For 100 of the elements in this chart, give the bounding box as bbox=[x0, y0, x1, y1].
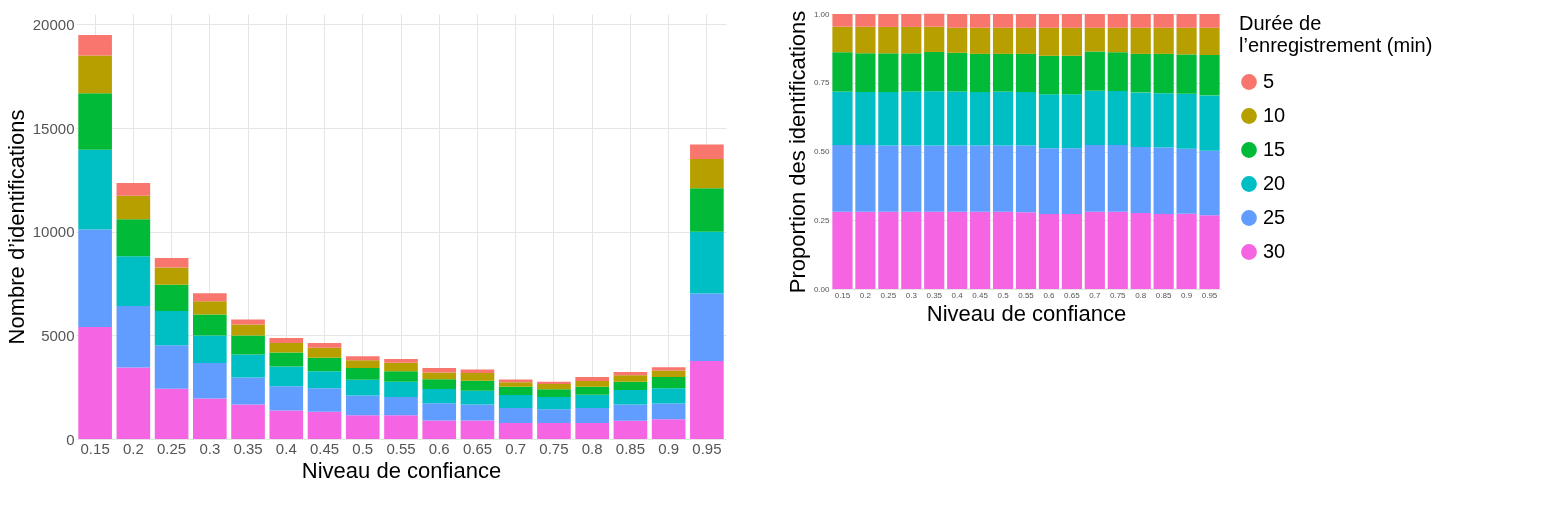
bar bbox=[1153, 147, 1174, 214]
bar bbox=[855, 92, 876, 145]
bar bbox=[231, 404, 265, 439]
bar bbox=[970, 211, 991, 289]
bar bbox=[1199, 27, 1220, 55]
x-tick-label: 0.6 bbox=[1043, 290, 1056, 300]
bar bbox=[1153, 93, 1174, 148]
bar bbox=[116, 367, 151, 439]
bar bbox=[613, 404, 648, 421]
bar bbox=[947, 145, 968, 212]
bar bbox=[924, 26, 945, 52]
bar bbox=[537, 409, 571, 424]
legend-title: Durée de l’enregistrement (min) bbox=[1239, 12, 1433, 56]
bar bbox=[1015, 145, 1037, 213]
bar bbox=[193, 362, 227, 399]
bar bbox=[613, 375, 648, 382]
bar bbox=[460, 390, 495, 405]
bar bbox=[1084, 51, 1105, 91]
bar bbox=[1176, 93, 1197, 149]
bar bbox=[498, 382, 533, 387]
bar bbox=[575, 394, 609, 408]
x-tick-label: 0.3 bbox=[905, 290, 918, 300]
x-tick-label: 0.3 bbox=[199, 439, 221, 457]
bar bbox=[1015, 27, 1037, 54]
bar bbox=[690, 159, 724, 189]
bar bbox=[498, 386, 533, 395]
bar bbox=[345, 360, 380, 369]
x-tick-label: 0.75 bbox=[1109, 290, 1127, 300]
bar bbox=[1199, 150, 1220, 216]
bar bbox=[1107, 144, 1128, 212]
bar bbox=[154, 345, 189, 389]
bar bbox=[1130, 14, 1151, 28]
bar bbox=[1107, 211, 1128, 289]
bar bbox=[1015, 14, 1037, 28]
x-tick-label: 0.4 bbox=[275, 439, 297, 457]
bar bbox=[1130, 92, 1151, 148]
bar bbox=[901, 91, 922, 146]
bar bbox=[1130, 147, 1151, 214]
bar bbox=[947, 52, 968, 92]
bar bbox=[116, 256, 151, 306]
bar bbox=[231, 335, 265, 355]
bar bbox=[878, 53, 899, 93]
bar bbox=[878, 92, 899, 146]
bar bbox=[878, 145, 899, 212]
x-tick-label: 0.5 bbox=[352, 439, 374, 457]
bar bbox=[537, 396, 571, 410]
bar bbox=[1084, 144, 1105, 212]
bar bbox=[1015, 212, 1037, 289]
bar bbox=[78, 229, 112, 328]
bar bbox=[878, 26, 899, 54]
x-tick-label: 0.55 bbox=[1018, 290, 1035, 300]
bar bbox=[422, 403, 457, 421]
x-tick-label: 0.65 bbox=[462, 439, 493, 457]
bar bbox=[1107, 14, 1128, 28]
bar bbox=[422, 372, 457, 380]
bar bbox=[690, 144, 724, 160]
bar bbox=[878, 211, 899, 289]
bar bbox=[613, 390, 648, 405]
legend-label: 20 bbox=[1263, 172, 1286, 194]
x-tick-label: 0.9 bbox=[1181, 290, 1193, 300]
bar bbox=[651, 419, 686, 439]
bar bbox=[1199, 95, 1220, 151]
bar bbox=[1038, 148, 1060, 214]
bar bbox=[116, 195, 151, 220]
bar bbox=[1199, 215, 1220, 289]
bar bbox=[924, 211, 945, 289]
bar bbox=[116, 182, 151, 196]
bar bbox=[855, 26, 876, 54]
bar bbox=[855, 53, 876, 93]
bar bbox=[537, 423, 571, 439]
bar bbox=[832, 52, 853, 92]
bar bbox=[970, 27, 991, 54]
bar bbox=[651, 388, 686, 404]
bar bbox=[575, 386, 609, 395]
bar bbox=[422, 368, 457, 373]
bar bbox=[1130, 213, 1151, 289]
bar bbox=[78, 327, 112, 439]
bar bbox=[855, 144, 876, 212]
bar bbox=[307, 342, 342, 348]
x-tick-label: 0.15 bbox=[834, 290, 851, 300]
bar bbox=[651, 403, 686, 420]
x-tick-label: 0.8 bbox=[581, 439, 603, 457]
bar bbox=[307, 411, 342, 439]
bar bbox=[460, 369, 495, 373]
bar bbox=[832, 26, 853, 53]
bar bbox=[575, 381, 609, 387]
bar bbox=[924, 91, 945, 146]
y-tick-label: 10000 bbox=[32, 223, 75, 241]
bar bbox=[1061, 55, 1082, 95]
bar bbox=[537, 383, 571, 390]
bar bbox=[193, 293, 227, 302]
legend-label: 30 bbox=[1263, 240, 1286, 262]
bar bbox=[1176, 148, 1197, 214]
y-tick-label: 0.75 bbox=[813, 78, 831, 88]
bar bbox=[78, 55, 112, 94]
bar bbox=[193, 301, 227, 315]
bar bbox=[498, 407, 533, 424]
y-tick-label: 1.00 bbox=[813, 9, 831, 19]
bar bbox=[1084, 14, 1105, 28]
bar bbox=[1176, 213, 1197, 289]
